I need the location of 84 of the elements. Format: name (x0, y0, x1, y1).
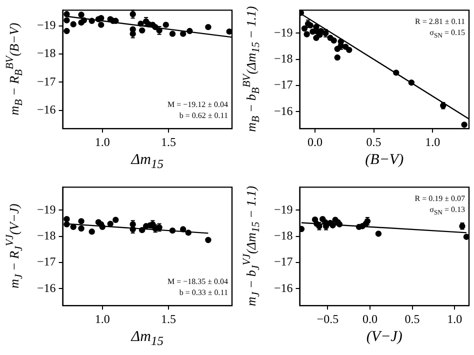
x-axis-title: (B−V) (364, 151, 405, 169)
y-tick-label: −18 (36, 228, 56, 242)
y-tick-label: −17 (274, 254, 293, 269)
point (138, 20, 144, 27)
y-tick-label: −18 (36, 46, 56, 60)
y-tick-label: −19 (36, 202, 56, 216)
point (162, 22, 169, 28)
y-tick-label: −17 (36, 74, 56, 88)
point (169, 227, 176, 234)
x-tick-label: 0.5 (404, 312, 420, 326)
point (408, 80, 415, 86)
point (330, 37, 337, 44)
point (334, 54, 340, 61)
point (300, 226, 305, 232)
point (301, 25, 308, 32)
point (64, 11, 70, 18)
point (64, 216, 70, 222)
y-tick-label: −18 (274, 228, 293, 242)
annotation: b = 0.62 ± 0.11 (178, 110, 228, 121)
point (78, 12, 84, 18)
point (88, 228, 95, 235)
annotation: b = 0.33 ± 0.11 (178, 286, 228, 298)
point (112, 216, 119, 223)
x-tick-label: 1.5 (161, 134, 176, 149)
x-tick-label: 0.5 (366, 134, 382, 149)
x-axis-title: (V−J) (365, 328, 404, 346)
annotation: σ$_{SN}$ = 0.13 (428, 204, 465, 219)
annotation: M = −18.35 ± 0.04 (167, 276, 228, 287)
y-tick-label: −17 (274, 78, 293, 92)
point (78, 218, 84, 224)
point (461, 122, 468, 128)
point (226, 28, 232, 35)
point (138, 27, 146, 34)
point (80, 17, 88, 24)
y-tick-label: −16 (274, 104, 293, 118)
x-tick-label: 1.0 (94, 312, 110, 326)
point (99, 224, 106, 230)
point (205, 24, 212, 30)
point (186, 28, 193, 34)
x-tick-label: 0.0 (362, 312, 378, 326)
point (346, 46, 352, 54)
y-tick-label: −19 (274, 202, 293, 216)
y-tick-label: −17 (36, 254, 56, 269)
point (138, 226, 146, 234)
annotation: σ$_{SN}$ = 0.15 (428, 27, 465, 42)
x-tick-label: 1.0 (94, 134, 110, 149)
point (98, 14, 104, 22)
point (64, 28, 70, 34)
point (64, 221, 70, 228)
point (180, 226, 186, 232)
y-tick-label: −19 (36, 18, 56, 32)
x-tick-label: −0.5 (316, 312, 339, 326)
point (169, 30, 176, 37)
annotation: R = 0.19 ± 0.07 (414, 193, 465, 204)
point (78, 225, 84, 232)
point (64, 17, 70, 24)
y-tick-label: −16 (36, 280, 56, 295)
y-tick-label: −16 (36, 102, 56, 116)
y-tick-label: −16 (274, 280, 293, 295)
x-tick-label: 1.0 (447, 312, 462, 326)
point (318, 28, 324, 34)
point (205, 236, 212, 244)
annotation: M = −19.12 ± 0.04 (167, 98, 228, 110)
point (375, 230, 382, 237)
y-tick-label: −18 (274, 51, 293, 66)
point (70, 224, 76, 230)
point (152, 24, 158, 30)
point (304, 31, 310, 38)
point (330, 222, 336, 228)
point (88, 18, 95, 24)
x-axis-title: Δm$_{15}$ (130, 151, 164, 173)
x-tick-label: 0.0 (308, 134, 323, 149)
x-tick-label: 1.0 (425, 134, 440, 149)
annotation: R = 2.81 ± 0.11 (415, 16, 465, 28)
point (393, 70, 400, 76)
x-axis-title: Δm$_{15}$ (130, 328, 164, 350)
point (70, 21, 76, 28)
point (463, 234, 469, 240)
point (107, 220, 114, 227)
y-tick-label: −19 (274, 25, 293, 40)
x-tick-label: 1.5 (161, 312, 176, 326)
point (180, 30, 186, 37)
point (185, 230, 192, 236)
point (98, 22, 104, 28)
